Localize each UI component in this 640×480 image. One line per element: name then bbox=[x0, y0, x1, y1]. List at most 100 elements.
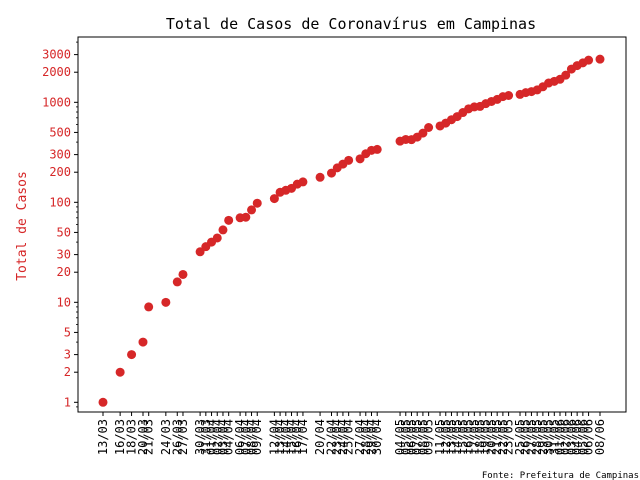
y-tick-label: 3 bbox=[64, 348, 71, 362]
x-tick-label: 23/04 bbox=[330, 419, 344, 455]
x-tick-label: 26/03 bbox=[170, 419, 184, 455]
x-tick-label: 01/04 bbox=[205, 419, 219, 455]
x-tick-label: 04/06 bbox=[570, 419, 584, 455]
x-tick-label: 30/03 bbox=[193, 419, 207, 455]
data-point bbox=[144, 302, 154, 312]
x-tick-label: 05/05 bbox=[399, 419, 413, 455]
data-point bbox=[218, 225, 228, 235]
data-point bbox=[584, 55, 594, 65]
x-tick-label: 22/04 bbox=[325, 419, 339, 455]
x-tick-label: 05/06 bbox=[576, 419, 590, 455]
x-tick-label: 24/04 bbox=[336, 419, 350, 455]
x-tick-label: 06/05 bbox=[404, 419, 418, 455]
x-tick-label: 20/03 bbox=[136, 419, 150, 455]
x-tick-label: 12/05 bbox=[439, 419, 453, 455]
x-tick-label: 22/05 bbox=[496, 419, 510, 455]
x-tick-label: 15/04 bbox=[285, 419, 299, 455]
source-note: Fonte: Prefeitura de Campinas bbox=[482, 471, 639, 480]
y-tick-label: 2 bbox=[64, 365, 71, 379]
x-tick-label: 18/03 bbox=[125, 419, 139, 455]
y-axis: 1 2 3 5 10 20 30 50 100 200 300 500 1000 2000 3000 bbox=[42, 41, 78, 409]
y-tick-label: 50 bbox=[57, 225, 71, 239]
x-tick-label: 25/04 bbox=[342, 419, 356, 455]
x-tick-label: 04/05 bbox=[393, 419, 407, 455]
x-tick-label: 31/03 bbox=[199, 419, 213, 455]
y-tick-label: 100 bbox=[49, 195, 71, 209]
y-tick-label: 20 bbox=[57, 265, 71, 279]
x-tick-label: 17/05 bbox=[467, 419, 481, 455]
data-point bbox=[212, 233, 222, 243]
x-tick-label: 14/04 bbox=[279, 419, 293, 455]
data-point bbox=[138, 337, 148, 347]
x-tick-label: 13/04 bbox=[273, 419, 287, 455]
y-tick-label: 30 bbox=[57, 248, 71, 262]
x-tick-label: 04/04 bbox=[222, 419, 236, 455]
x-tick-label: 13/03 bbox=[96, 419, 110, 455]
x-tick-label: 03/04 bbox=[216, 419, 230, 455]
data-point bbox=[344, 155, 354, 165]
x-tick-label: 25/05 bbox=[513, 419, 527, 455]
x-tick-label: 06/04 bbox=[233, 419, 247, 455]
y-tick-label: 5 bbox=[64, 325, 71, 339]
x-tick-label: 24/03 bbox=[159, 419, 173, 455]
x-tick-label: 08/04 bbox=[245, 419, 259, 455]
data-point bbox=[327, 168, 337, 178]
data-point bbox=[595, 54, 605, 64]
x-tick-label: 11/05 bbox=[433, 419, 447, 455]
x-tick-label: 16/05 bbox=[462, 419, 476, 455]
x-tick-label: 28/05 bbox=[530, 419, 544, 455]
x-tick-label: 19/05 bbox=[479, 419, 493, 455]
x-tick-label: 07/05 bbox=[410, 419, 424, 455]
x-tick-label: 20/05 bbox=[484, 419, 498, 455]
y-tick-label: 10 bbox=[57, 295, 71, 309]
x-tick-label: 20/04 bbox=[313, 419, 327, 455]
data-point bbox=[172, 277, 182, 287]
x-tick-label: 27/03 bbox=[176, 419, 190, 455]
x-tick-label: 08/06 bbox=[593, 419, 607, 455]
x-tick-label: 31/05 bbox=[547, 419, 561, 455]
x-tick-label: 30/04 bbox=[370, 419, 384, 455]
x-tick-label: 12/04 bbox=[267, 419, 281, 455]
data-point bbox=[115, 367, 125, 377]
plot-frame bbox=[77, 36, 627, 413]
data-point bbox=[98, 397, 108, 407]
y-tick-label: 1000 bbox=[42, 95, 71, 109]
x-tick-label: 16/04 bbox=[290, 419, 304, 455]
x-tick-label: 01/06 bbox=[553, 419, 567, 455]
x-tick-label: 16/03 bbox=[113, 419, 127, 455]
x-tick-label: 13/05 bbox=[444, 419, 458, 455]
x-tick-label: 15/05 bbox=[456, 419, 470, 455]
data-point bbox=[298, 177, 308, 187]
x-tick-label: 08/05 bbox=[416, 419, 430, 455]
y-tick-label: 2000 bbox=[42, 65, 71, 79]
data-point bbox=[252, 198, 262, 208]
x-tick-label: 14/05 bbox=[450, 419, 464, 455]
x-tick-label: 29/05 bbox=[536, 419, 550, 455]
data-point bbox=[418, 128, 428, 138]
data-point bbox=[269, 194, 279, 204]
data-point bbox=[247, 205, 257, 215]
data-point bbox=[372, 144, 382, 154]
x-tick-label: 27/04 bbox=[353, 419, 367, 455]
data-point bbox=[315, 172, 325, 182]
x-tick-label: 06/06 bbox=[582, 419, 596, 455]
y-tick-label: 3000 bbox=[42, 48, 71, 62]
x-tick-label: 09/05 bbox=[422, 419, 436, 455]
data-point bbox=[504, 91, 514, 101]
x-tick-label: 21/03 bbox=[142, 419, 156, 455]
x-tick-label: 27/05 bbox=[524, 419, 538, 455]
data-point bbox=[161, 297, 171, 307]
data-point bbox=[178, 269, 188, 279]
x-tick-label: 29/04 bbox=[364, 419, 378, 455]
y-axis-label: Total de Casos bbox=[15, 171, 30, 281]
y-tick-label: 300 bbox=[49, 148, 71, 162]
chart-title: Total de Casos de Coronavírus em Campina… bbox=[166, 15, 536, 33]
data-point bbox=[424, 122, 434, 132]
y-tick-label: 1 bbox=[64, 395, 71, 409]
data-point bbox=[224, 215, 234, 225]
x-tick-label: 02/06 bbox=[559, 419, 573, 455]
y-tick-label: 200 bbox=[49, 165, 71, 179]
data-point bbox=[127, 350, 137, 360]
